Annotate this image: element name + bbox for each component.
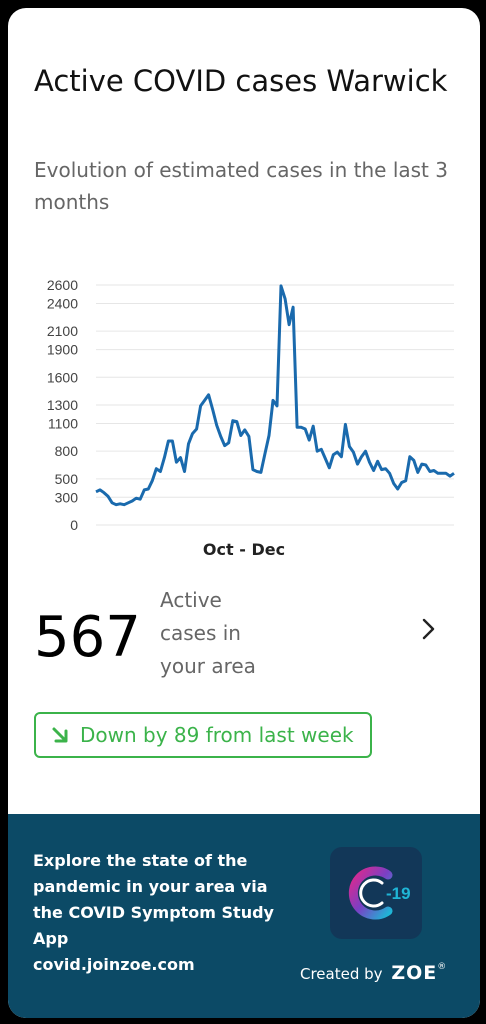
y-tick-label: 2400 (47, 295, 78, 311)
footer-promo-text: Explore the state of the pandemic in you… (33, 848, 293, 978)
footer-text-line: pandemic in your area via (33, 877, 268, 896)
footer-link[interactable]: covid.joinzoe.com (33, 955, 195, 974)
created-by-label: Created by (300, 965, 383, 983)
arrow-down-right-icon (52, 727, 68, 743)
y-tick-label: 2600 (47, 277, 78, 293)
y-tick-label: 800 (55, 443, 79, 459)
active-cases-label-line: cases in (160, 621, 241, 645)
app-logo-text: -19 (386, 884, 411, 903)
active-cases-label-line: Active (160, 588, 222, 612)
cases-chart: 0 300 500 800 1100 1300 1600 1900 2100 2400 2600 (8, 263, 480, 573)
active-cases-count: 567 (34, 605, 141, 670)
footer-text-line: the COVID Symptom Study (33, 903, 274, 922)
y-tick-label: 1600 (47, 369, 78, 385)
covid-card: Active COVID cases Warwick Evolution of … (8, 8, 480, 1018)
registered-mark: ® (437, 962, 447, 972)
y-tick-label: 1100 (48, 415, 78, 431)
footer-promo: Explore the state of the pandemic in you… (8, 814, 480, 1018)
covid-symptom-study-app-icon[interactable]: -19 (330, 847, 422, 939)
chart-x-axis-label: Oct - Dec (202, 540, 286, 559)
y-tick-label: 0 (70, 517, 78, 533)
weekly-trend-badge: Down by 89 from last week (34, 712, 372, 758)
page-title: Active COVID cases Warwick (34, 64, 448, 98)
chevron-right-icon[interactable] (414, 614, 444, 644)
app-logo-icon: -19 (348, 866, 411, 920)
y-tick-label: 500 (55, 471, 79, 487)
footer-text-line: Explore the state of the (33, 851, 248, 870)
zoe-brand: ZOE (391, 962, 438, 984)
active-cases-label-line: your area (160, 654, 256, 678)
y-tick-label: 1300 (47, 397, 78, 413)
y-tick-label: 300 (55, 489, 79, 505)
y-tick-label: 1900 (47, 342, 78, 358)
weekly-trend-text: Down by 89 from last week (80, 723, 354, 747)
created-by-zoe: Created by ZOE® (300, 962, 446, 984)
active-cases-label: Active cases in your area (160, 584, 280, 683)
page-subtitle: Evolution of estimated cases in the last… (34, 158, 448, 214)
cases-series-line (95, 284, 455, 507)
y-tick-label: 2100 (47, 323, 78, 339)
cases-line-chart: 0 300 500 800 1100 1300 1600 1900 2100 2400 2600 (47, 277, 455, 533)
footer-text-line: App (33, 929, 69, 948)
